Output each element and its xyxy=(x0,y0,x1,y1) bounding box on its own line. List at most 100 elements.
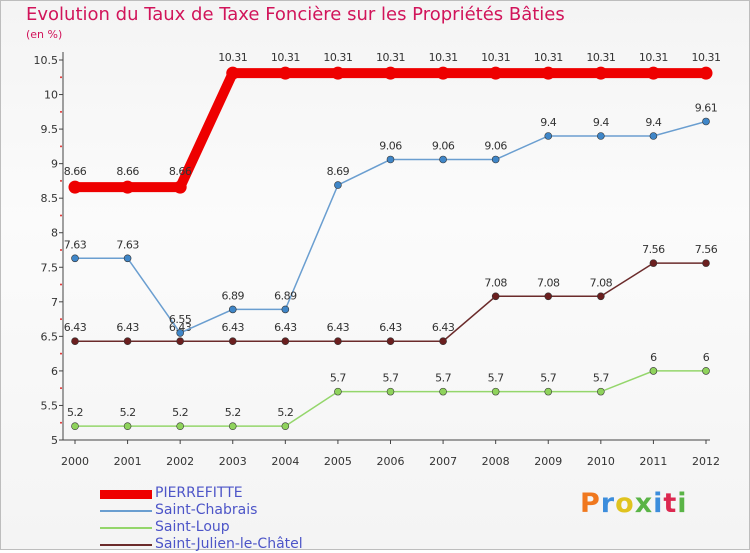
legend-label: Saint-Julien-le-Châtel xyxy=(155,536,303,552)
data-point xyxy=(123,337,132,346)
y-minor-tick xyxy=(60,179,62,182)
data-point xyxy=(334,181,342,189)
data-point xyxy=(646,66,660,80)
data-point xyxy=(702,259,710,267)
data-point xyxy=(649,367,658,375)
data-point xyxy=(123,254,132,263)
logo-letter: i xyxy=(653,488,664,519)
data-point xyxy=(491,387,500,396)
data-label: 6.43 xyxy=(64,321,87,334)
data-label: 8.66 xyxy=(64,165,87,178)
y-tick-label: 8 xyxy=(51,227,58,240)
data-label: 5.7 xyxy=(435,372,451,385)
data-point xyxy=(439,337,447,346)
y-minor-tick xyxy=(60,110,62,113)
y-minor-tick xyxy=(60,249,62,251)
data-point xyxy=(228,305,237,314)
data-label: 8.66 xyxy=(169,165,192,178)
x-tick-label: 2005 xyxy=(324,455,352,468)
data-label: 9.4 xyxy=(540,116,556,129)
x-tick-label: 2007 xyxy=(429,455,457,468)
data-point xyxy=(699,66,713,80)
data-point xyxy=(597,132,605,140)
y-tick-label: 5 xyxy=(51,434,58,447)
data-point xyxy=(491,155,500,164)
y-tick-label: 6.5 xyxy=(41,330,59,343)
data-label: 7.08 xyxy=(590,276,613,289)
data-point xyxy=(541,66,555,80)
data-point xyxy=(597,292,605,301)
data-point xyxy=(71,422,79,430)
data-label: 10.31 xyxy=(639,51,668,64)
data-point xyxy=(228,337,237,346)
y-tick-label: 10 xyxy=(44,89,58,102)
data-label: 5.7 xyxy=(593,372,609,385)
data-point xyxy=(176,422,184,430)
y-tick-label: 9 xyxy=(51,158,58,171)
x-tick-label: 2003 xyxy=(219,455,247,468)
x-tick-label: 2000 xyxy=(61,455,89,468)
data-label: 5.2 xyxy=(120,406,136,419)
data-point xyxy=(68,180,82,194)
data-point xyxy=(649,132,658,140)
data-point xyxy=(649,259,658,267)
data-label: 8.69 xyxy=(327,165,350,178)
logo-letter: P xyxy=(580,488,601,519)
chart-title: Evolution du Taux de Taxe Foncière sur l… xyxy=(26,4,565,25)
data-point xyxy=(173,180,187,194)
data-label: 10.31 xyxy=(534,51,563,64)
data-label: 5.2 xyxy=(277,406,293,419)
logo-letter: t xyxy=(663,488,678,519)
data-point xyxy=(386,337,395,346)
data-label: 6.43 xyxy=(379,321,402,334)
data-label: 6.43 xyxy=(432,321,455,334)
data-label: 9.06 xyxy=(484,139,507,152)
data-point xyxy=(121,180,135,194)
y-tick-label: 5.5 xyxy=(41,399,59,412)
data-point xyxy=(281,305,290,314)
data-label: 10.31 xyxy=(218,51,247,64)
y-tick-label: 8.5 xyxy=(41,192,59,205)
data-label: 6 xyxy=(650,351,657,364)
data-label: 7.08 xyxy=(537,276,560,289)
data-label: 5.2 xyxy=(67,406,83,419)
data-point xyxy=(331,66,345,80)
data-label: 9.4 xyxy=(645,116,661,129)
legend-label: Saint-Loup xyxy=(155,519,230,535)
y-minor-tick xyxy=(60,283,62,286)
y-minor-tick xyxy=(60,145,62,148)
y-minor-tick xyxy=(60,421,62,424)
legend-swatch xyxy=(100,544,152,546)
y-tick-label: 7 xyxy=(51,296,58,309)
data-label: 7.63 xyxy=(116,238,139,251)
data-point xyxy=(702,117,710,126)
data-point xyxy=(491,292,500,301)
data-label: 9.06 xyxy=(379,139,402,152)
data-label: 7.63 xyxy=(64,238,87,251)
data-label: 6.43 xyxy=(116,321,139,334)
logo-letter: x xyxy=(634,488,654,519)
legend-label: PIERREFITTE xyxy=(155,485,243,501)
x-tick-label: 2010 xyxy=(587,455,615,468)
data-label: 10.31 xyxy=(586,51,615,64)
data-label: 9.61 xyxy=(695,101,718,114)
y-minor-tick xyxy=(60,214,62,217)
data-point xyxy=(384,66,397,80)
legend-label: Saint-Chabrais xyxy=(155,502,258,518)
x-tick-label: 2006 xyxy=(377,455,405,468)
data-label: 6.43 xyxy=(274,321,297,334)
data-point xyxy=(436,66,450,80)
data-label: 7.56 xyxy=(642,243,665,256)
data-label: 9.4 xyxy=(593,116,609,129)
data-label: 5.2 xyxy=(225,406,241,419)
data-label: 9.06 xyxy=(432,139,455,152)
data-label: 5.7 xyxy=(330,372,346,385)
x-tick-label: 2002 xyxy=(166,455,194,468)
legend-swatch xyxy=(100,527,152,529)
data-point xyxy=(226,66,240,80)
data-point xyxy=(334,337,342,346)
data-label: 7.08 xyxy=(484,276,507,289)
data-point xyxy=(702,367,710,375)
x-tick-label: 2008 xyxy=(482,455,510,468)
